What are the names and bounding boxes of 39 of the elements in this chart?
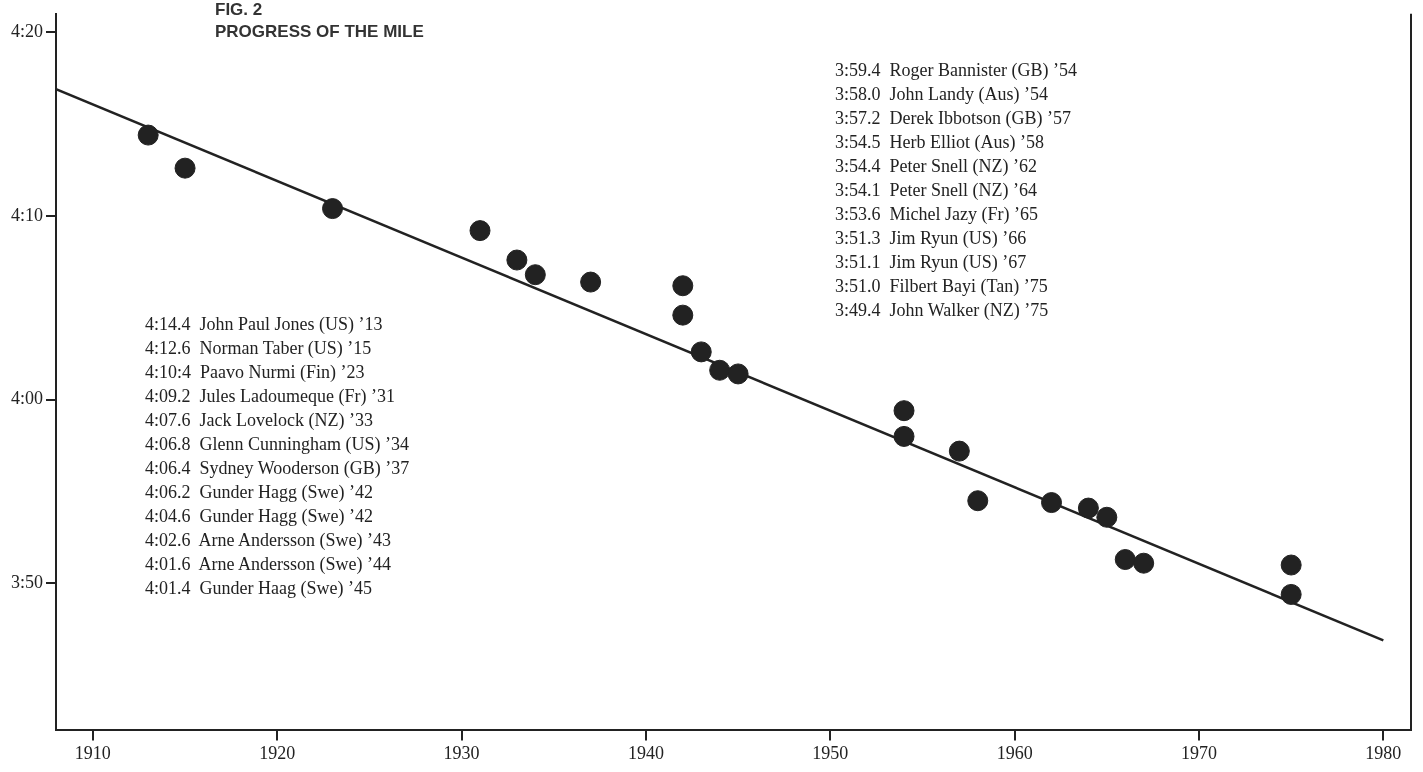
point	[893, 400, 915, 422]
x-tick-label: 1930	[443, 742, 480, 763]
point	[1133, 552, 1155, 574]
point	[727, 363, 749, 385]
point	[322, 198, 344, 220]
x-tick-label: 1950	[812, 742, 849, 763]
chart-title: FIG. 2	[215, 0, 263, 20]
point	[174, 157, 196, 179]
x-tick-label: 1940	[627, 742, 664, 763]
y-tick-label: 4:00	[10, 388, 43, 409]
point	[580, 271, 602, 293]
point	[967, 490, 989, 512]
y-tick-label: 4:20	[10, 20, 43, 41]
point	[672, 304, 694, 326]
text: 3:59.4 Roger Bannister (GB) ’54 3:58.0 John Landy (Aus) ’54 3:57.2 Derek Ibbotson (GB) ’57 3:54.5 Herb Elliot (Aus) ’58 3:54.4 Peter Snell (NZ) ’62 3:54.1 Peter Snell (NZ) ’64 3:53.6 Michel Jazy (Fr) ’65 3:51.3 Jim Ryun (US) ’66 3:51.1 Jim Ryun (US) ’67 3:51.0 Filbert Bayi (Tan) ’75 3:49.4 John Walker (NZ) ’75	[835, 60, 1077, 320]
point	[1280, 583, 1302, 605]
x-tick-label: 1960	[996, 742, 1033, 763]
x-tick-label: 1910	[74, 742, 111, 763]
point	[1077, 497, 1099, 519]
point	[1096, 506, 1118, 528]
point	[524, 264, 546, 286]
text: PROGRESS OF THE MILE	[215, 22, 424, 42]
y-tick-label: 4:10	[10, 204, 43, 225]
point	[469, 220, 491, 242]
x-tick-label: 1980	[1365, 742, 1402, 763]
y-tick-label: 3:50	[10, 572, 43, 593]
point	[893, 425, 915, 447]
point	[506, 249, 528, 271]
point	[137, 124, 159, 146]
x-tick-label: 1920	[259, 742, 296, 763]
point	[1041, 492, 1063, 514]
point	[948, 440, 970, 462]
text: 4:14.4 John Paul Jones (US) ’13 4:12.6 Norman Taber (US) ’15 4:10:4 Paavo Nurmi (Fin) ’23 4:09.2 Jules Ladoumeque (Fr) ’31 4:07.6 Jack Lovelock (NZ) ’33 4:06.8 Glenn Cunningham (US) ’34 4:06.4 Sydney Wooderson (GB) ’37 4:06.2 Gunder Hagg (Swe) ’42 4:04.6 Gunder Hagg (Swe) ’42 4:02.6 Arne Andersson (Swe) ’43 4:01.6 Arne Andersson (Swe) ’44 4:01.4 Gunder Haag (Swe) ’45	[145, 314, 410, 598]
x-tick-label: 1970	[1180, 742, 1217, 763]
point	[709, 359, 731, 381]
point	[1280, 554, 1302, 576]
point	[690, 341, 712, 363]
point	[1114, 549, 1136, 571]
point	[672, 275, 694, 297]
